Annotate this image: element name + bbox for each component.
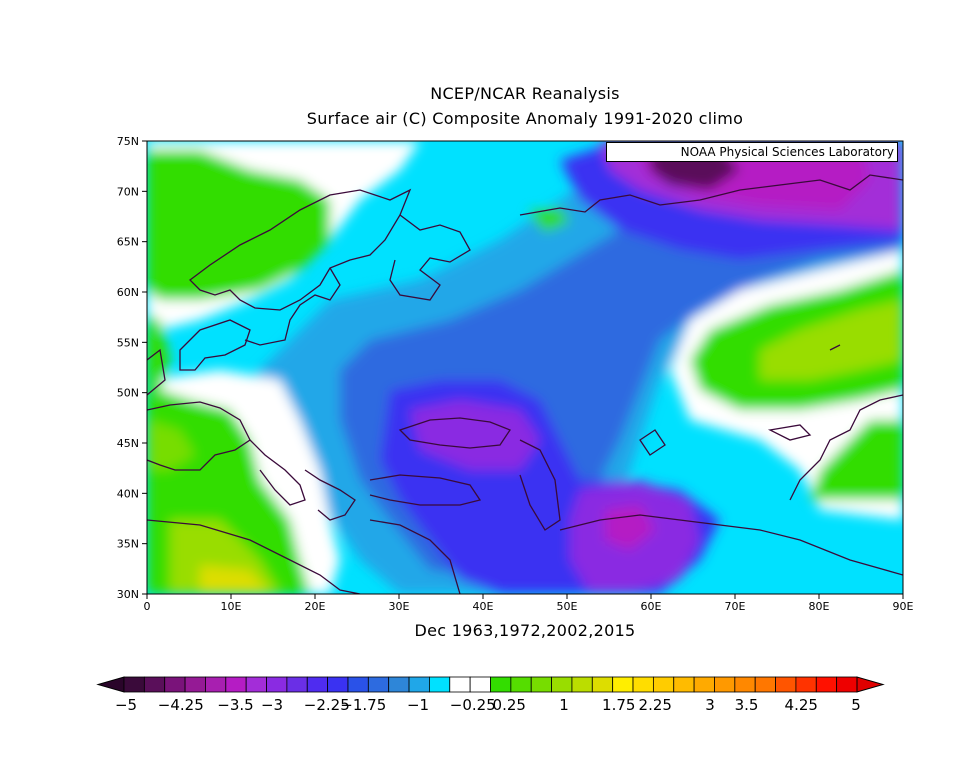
colorbar-swatch xyxy=(347,676,369,693)
colorbar-labels: −5 −4.25 −3.5 −3 −2.25−1.75 −1 −0.250.25 1 1.75 2… xyxy=(115,696,861,714)
y-tick-label: 65N xyxy=(117,236,139,249)
x-tick-label: 30E xyxy=(389,600,410,613)
field-green-scandinavia xyxy=(147,150,330,300)
colorbar-swatch xyxy=(714,676,736,693)
y-tick-label: 35N xyxy=(117,538,139,551)
colorbar-swatch xyxy=(551,676,573,693)
colorbar-swatch xyxy=(327,676,349,693)
colorbar-swatch xyxy=(429,676,451,693)
colorbar-label: −3.5 xyxy=(217,696,253,714)
colorbar-swatch xyxy=(225,676,247,693)
colorbar-swatch xyxy=(408,676,430,693)
colorbar-swatch xyxy=(795,676,817,693)
colorbar-label: 1 xyxy=(559,696,569,714)
colorbar-swatch xyxy=(306,676,329,693)
colorbar-swatch xyxy=(123,676,145,693)
colorbar-swatch xyxy=(530,676,552,693)
colorbar-swatch xyxy=(510,676,532,693)
x-tick-label: 10E xyxy=(221,600,242,613)
colorbar-label: 1.75 xyxy=(602,696,635,714)
field-yellowgreen-siberia xyxy=(760,300,903,380)
colorbar-swatch xyxy=(836,676,858,693)
colorbar-swatch xyxy=(143,676,166,693)
map-frame xyxy=(146,140,904,595)
colorbar-swatch xyxy=(469,676,491,693)
coastlines xyxy=(147,174,903,594)
x-tick-label: 70E xyxy=(725,600,746,613)
colorbar-label: −4.25 xyxy=(158,696,204,714)
colorbar-swatch xyxy=(266,676,288,693)
field-yellow-africa xyxy=(200,565,270,594)
y-tick-label: 55N xyxy=(117,336,139,349)
colorbar-swatch xyxy=(673,676,695,693)
field-violet xyxy=(410,400,540,470)
colorbar-swatch xyxy=(449,676,471,693)
colorbar-label: −0.25 xyxy=(450,696,496,714)
colorbar-label: −1.75 xyxy=(340,696,386,714)
colorbar-swatch xyxy=(184,676,206,693)
x-tick-label: 90E xyxy=(893,600,914,613)
colorbar-swatches xyxy=(96,676,885,693)
y-tick-label: 70N xyxy=(117,185,139,198)
x-tick-label: 60E xyxy=(641,600,662,613)
colorbar-swatch xyxy=(245,676,267,693)
field-yellowgreen-iberia xyxy=(147,420,195,470)
colorbar-max-arrow xyxy=(856,676,885,693)
map-caption: Dec 1963,1972,2002,2015 xyxy=(414,621,636,640)
colorbar-swatch xyxy=(286,676,308,693)
y-tick-label: 30N xyxy=(117,588,139,601)
colorbar-label: −2.25 xyxy=(304,696,350,714)
colorbar-swatch xyxy=(571,676,593,693)
colorbar-label: 0.25 xyxy=(493,696,526,714)
colorbar-label: −3 xyxy=(261,696,283,714)
colorbar-swatch xyxy=(693,676,715,693)
y-tick-label: 75N xyxy=(117,135,139,148)
colorbar-label: 3.5 xyxy=(735,696,759,714)
colorbar-label: 5 xyxy=(851,696,861,714)
colorbar-swatch xyxy=(490,676,512,693)
colorbar-swatch xyxy=(754,676,776,693)
colorbar-swatch xyxy=(205,676,227,693)
field-caspian-magenta xyxy=(605,505,655,550)
colorbar-label: 4.25 xyxy=(785,696,818,714)
colorbar-swatch xyxy=(815,676,838,693)
colorbar-swatch xyxy=(164,676,186,693)
colorbar-swatch xyxy=(734,676,756,693)
x-tick-label: 20E xyxy=(305,600,326,613)
colorbar-swatch xyxy=(632,676,654,693)
colorbar-swatch xyxy=(612,676,634,693)
colorbar-swatch xyxy=(591,676,614,693)
x-tick-label: 0 xyxy=(144,600,151,613)
chart-title: NCEP/NCAR Reanalysis xyxy=(430,84,620,103)
anomaly-field xyxy=(147,141,903,594)
y-tick-label: 40N xyxy=(117,487,139,500)
credit-label: NOAA Physical Sciences Laboratory xyxy=(606,142,898,162)
colorbar-swatch xyxy=(652,676,675,693)
x-tick-label: 40E xyxy=(473,600,494,613)
chart-subtitle: Surface air (C) Composite Anomaly 1991-2… xyxy=(306,109,744,128)
colorbar-label: −1 xyxy=(407,696,429,714)
y-tick-label: 45N xyxy=(117,437,139,450)
axis-ticks: 0 10E 20E 30E 40E 50E 60E 70E 80E 90E 75N 70N 65N 60N… xyxy=(117,135,914,613)
x-tick-label: 80E xyxy=(809,600,830,613)
x-tick-label: 50E xyxy=(557,600,578,613)
y-tick-label: 60N xyxy=(117,286,139,299)
colorbar-label: 3 xyxy=(705,696,715,714)
y-tick-label: 50N xyxy=(117,387,139,400)
field-green-mongolia xyxy=(810,420,903,500)
colorbar-swatch xyxy=(388,676,410,693)
colorbar-label: 2.25 xyxy=(639,696,672,714)
colorbar-swatch xyxy=(775,676,797,693)
field-green-barents xyxy=(528,208,570,232)
colorbar-swatch xyxy=(367,676,390,693)
colorbar-min-arrow xyxy=(96,676,125,693)
colorbar-label: −5 xyxy=(115,696,137,714)
